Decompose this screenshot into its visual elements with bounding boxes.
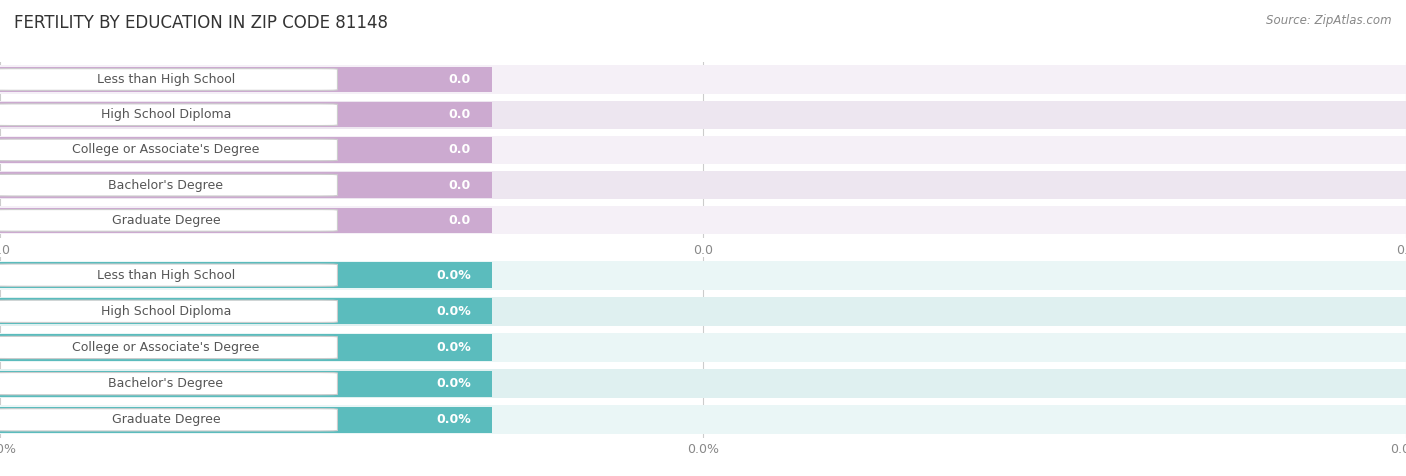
FancyBboxPatch shape — [0, 409, 337, 431]
Bar — [0, 208, 492, 233]
Text: High School Diploma: High School Diploma — [101, 108, 231, 121]
Bar — [0, 171, 1406, 199]
Text: Bachelor's Degree: Bachelor's Degree — [108, 377, 224, 390]
Text: 0.0: 0.0 — [449, 178, 471, 192]
Text: 0.0: 0.0 — [449, 143, 471, 157]
Text: Bachelor's Degree: Bachelor's Degree — [108, 178, 224, 192]
Text: Graduate Degree: Graduate Degree — [111, 413, 221, 426]
FancyBboxPatch shape — [0, 337, 337, 358]
Bar — [0, 100, 1406, 129]
Bar — [0, 65, 1406, 94]
Bar — [0, 369, 1406, 398]
Bar — [0, 67, 492, 92]
FancyBboxPatch shape — [0, 373, 337, 395]
Text: 0.0: 0.0 — [449, 214, 471, 227]
FancyBboxPatch shape — [0, 209, 337, 231]
Text: 0.0%: 0.0% — [436, 413, 471, 426]
Text: Graduate Degree: Graduate Degree — [111, 214, 221, 227]
Text: Less than High School: Less than High School — [97, 268, 235, 282]
FancyBboxPatch shape — [0, 264, 337, 286]
FancyBboxPatch shape — [0, 104, 337, 126]
Bar — [0, 297, 1406, 326]
Bar — [0, 298, 492, 324]
FancyBboxPatch shape — [0, 69, 337, 90]
Bar — [0, 172, 492, 198]
Text: 0.0: 0.0 — [449, 73, 471, 86]
Bar — [0, 136, 1406, 164]
Text: 0.0%: 0.0% — [436, 377, 471, 390]
Bar — [0, 102, 492, 128]
Bar — [0, 333, 1406, 362]
Text: College or Associate's Degree: College or Associate's Degree — [72, 143, 260, 157]
Bar — [0, 407, 492, 433]
Bar — [0, 206, 1406, 235]
Text: College or Associate's Degree: College or Associate's Degree — [72, 341, 260, 354]
FancyBboxPatch shape — [0, 174, 337, 196]
Text: 0.0: 0.0 — [449, 108, 471, 121]
Bar — [0, 406, 1406, 434]
Text: 0.0%: 0.0% — [436, 268, 471, 282]
Bar — [0, 371, 492, 397]
Text: Less than High School: Less than High School — [97, 73, 235, 86]
Text: 0.0%: 0.0% — [436, 305, 471, 318]
FancyBboxPatch shape — [0, 139, 337, 161]
Bar — [0, 335, 492, 360]
Text: High School Diploma: High School Diploma — [101, 305, 231, 318]
Bar — [0, 137, 492, 163]
Text: 0.0%: 0.0% — [436, 341, 471, 354]
Text: Source: ZipAtlas.com: Source: ZipAtlas.com — [1267, 14, 1392, 27]
Bar — [0, 262, 492, 288]
Bar — [0, 261, 1406, 289]
Text: FERTILITY BY EDUCATION IN ZIP CODE 81148: FERTILITY BY EDUCATION IN ZIP CODE 81148 — [14, 14, 388, 32]
FancyBboxPatch shape — [0, 300, 337, 322]
